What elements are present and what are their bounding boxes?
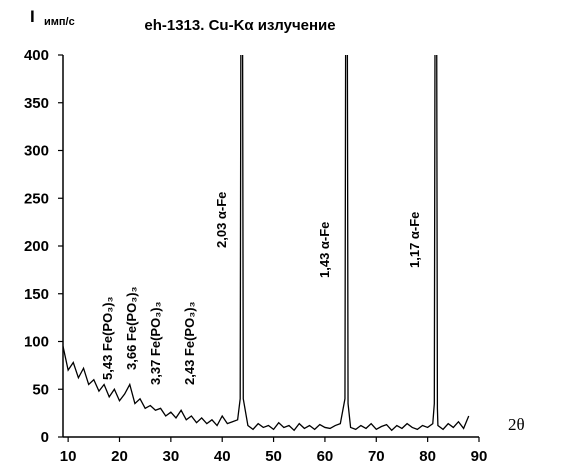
y-tick-label: 200 (24, 238, 49, 255)
y-tick-label: 150 (24, 286, 49, 303)
y-tick-label: 50 (32, 381, 49, 398)
annotation: 1,43 α-Fe (317, 222, 332, 278)
annotation: 2,03 α-Fe (214, 192, 229, 248)
x-tick-label: 60 (317, 448, 334, 465)
x-tick-label: 10 (60, 448, 77, 465)
x-tick-label: 70 (368, 448, 385, 465)
y-axis-label: I (30, 7, 35, 26)
y-tick-label: 350 (24, 95, 49, 112)
y-tick-label: 0 (41, 429, 49, 446)
x-tick-label: 90 (471, 448, 488, 465)
annotation: 3,66 Fe(PO₃)₃ (124, 286, 139, 370)
y-tick-label: 400 (24, 47, 49, 64)
x-axis-label: 2θ (508, 415, 525, 434)
annotation: 2,43 Fe(PO₃)₃ (182, 301, 197, 385)
x-tick-label: 80 (419, 448, 436, 465)
annotation: 1,17 α-Fe (407, 212, 422, 268)
data-line (63, 55, 470, 432)
y-tick-label: 250 (24, 190, 49, 207)
annotation: 3,37 Fe(PO₃)₃ (148, 301, 163, 385)
x-tick-label: 50 (265, 448, 282, 465)
x-tick-label: 20 (111, 448, 128, 465)
y-tick-label: 100 (24, 334, 49, 351)
annotation: 5,43 Fe(PO₃)₃ (100, 296, 115, 380)
y-tick-label: 300 (24, 143, 49, 160)
y-axis-unit: имп/с (44, 16, 75, 28)
x-tick-label: 30 (163, 448, 180, 465)
chart-title: eh-1313. Cu-Kα излучение (144, 17, 335, 34)
x-tick-label: 40 (214, 448, 231, 465)
